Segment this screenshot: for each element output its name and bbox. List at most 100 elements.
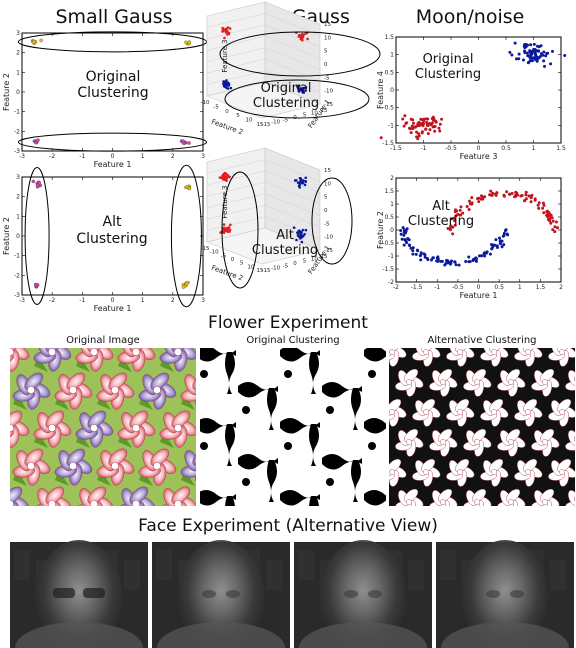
data-point <box>533 47 537 51</box>
petal <box>506 428 521 443</box>
cluster-motif <box>480 348 509 367</box>
data-point <box>402 124 406 128</box>
data-point <box>453 219 457 223</box>
flower-motif <box>159 348 196 372</box>
grid-line <box>206 36 266 51</box>
column-title-small-gauss: Small Gauss <box>55 6 172 28</box>
y-tick-label: 1 <box>16 213 20 220</box>
flower-alternative-clustering <box>389 348 575 506</box>
petal <box>389 398 402 413</box>
data-point <box>510 53 514 57</box>
cluster-region <box>200 442 208 450</box>
petal <box>129 486 149 505</box>
petal <box>132 501 146 506</box>
data-point <box>498 239 502 243</box>
data-point <box>553 230 557 234</box>
grid-line <box>206 159 266 174</box>
cluster-region <box>280 490 320 506</box>
data-point <box>461 211 465 215</box>
leaf <box>0 356 6 372</box>
flower-motif <box>75 486 114 506</box>
petal <box>87 410 107 429</box>
chart-small-gauss-alt: -3 -2 -1 0 1 2 3 -3 -2 -1 0 1 2 3 Feature 1 Feature 2 <box>2 164 205 313</box>
z-tick-label: -5 <box>324 75 330 81</box>
x-axis-label: Feature 2 <box>210 118 244 137</box>
eye-shadow <box>368 590 382 598</box>
data-point <box>426 124 430 128</box>
blurred-face <box>319 540 407 648</box>
data-point <box>438 129 442 133</box>
flower-center <box>90 424 98 432</box>
cluster-region <box>364 348 386 362</box>
data-point <box>521 58 525 62</box>
flower-center <box>423 469 429 475</box>
data-point <box>402 233 406 237</box>
data-point <box>415 130 419 134</box>
data-point <box>297 231 300 235</box>
x-tick-label: 5 <box>240 261 244 267</box>
data-point <box>222 223 226 226</box>
petal <box>389 458 402 473</box>
flower-center <box>508 499 514 505</box>
annotation-line-2: Clustering <box>252 243 318 258</box>
series-dark_red <box>446 189 560 236</box>
data-point <box>506 233 510 237</box>
data-point <box>440 259 444 263</box>
cluster-region <box>200 418 236 434</box>
data-point <box>542 59 546 63</box>
x-tick-label: 2 <box>559 284 563 291</box>
data-point <box>459 205 463 209</box>
data-point <box>528 49 532 53</box>
x-tick-label: -15 <box>201 246 210 252</box>
data-point <box>467 199 471 203</box>
x-tick-label: -3 <box>19 153 25 160</box>
x-tick-label: -1 <box>79 153 85 160</box>
data-point <box>185 184 190 189</box>
data-point <box>295 238 298 242</box>
series-yellow <box>30 38 192 46</box>
data-point <box>489 189 493 193</box>
data-point <box>537 201 541 205</box>
flower-motif <box>159 486 196 506</box>
x-tick-label: 2 <box>171 297 175 304</box>
data-point <box>220 176 224 180</box>
data-point <box>407 126 411 130</box>
background-texture <box>440 550 456 580</box>
cluster-region <box>238 454 278 470</box>
data-point <box>34 140 38 145</box>
background-texture <box>14 550 30 580</box>
flower-center <box>10 348 14 356</box>
data-point <box>523 199 527 203</box>
eye-shadow <box>510 590 524 598</box>
y-tick-label: 10 <box>311 110 318 116</box>
data-point <box>449 259 453 263</box>
petal <box>557 458 572 473</box>
data-point <box>298 186 302 189</box>
petal <box>568 430 575 446</box>
y-tick-label: 5 <box>303 259 307 265</box>
data-point <box>502 243 506 247</box>
z-tick-label: -10 <box>324 89 333 95</box>
y-tick-label: 0 <box>293 261 297 267</box>
cluster-motif <box>412 348 441 367</box>
data-point <box>544 54 548 58</box>
petal <box>438 488 453 503</box>
data-point <box>503 229 507 233</box>
data-point <box>502 231 506 235</box>
flower-center <box>195 463 196 469</box>
y-tick-label: 0 <box>390 87 394 94</box>
data-point <box>532 56 536 60</box>
data-points <box>379 41 567 141</box>
data-point <box>184 281 189 286</box>
data-point <box>225 176 229 179</box>
z-tick-label: -5 <box>324 221 330 227</box>
x-tick-label: -1 <box>421 145 427 152</box>
flower-motif <box>12 372 51 410</box>
cluster-region <box>309 424 319 466</box>
cluster-region <box>238 382 278 398</box>
data-point <box>411 252 415 256</box>
data-point <box>224 171 227 175</box>
x-tick-label: 2 <box>171 153 175 160</box>
z-axis-label: Feature 3 <box>221 185 229 218</box>
data-point <box>494 193 498 197</box>
